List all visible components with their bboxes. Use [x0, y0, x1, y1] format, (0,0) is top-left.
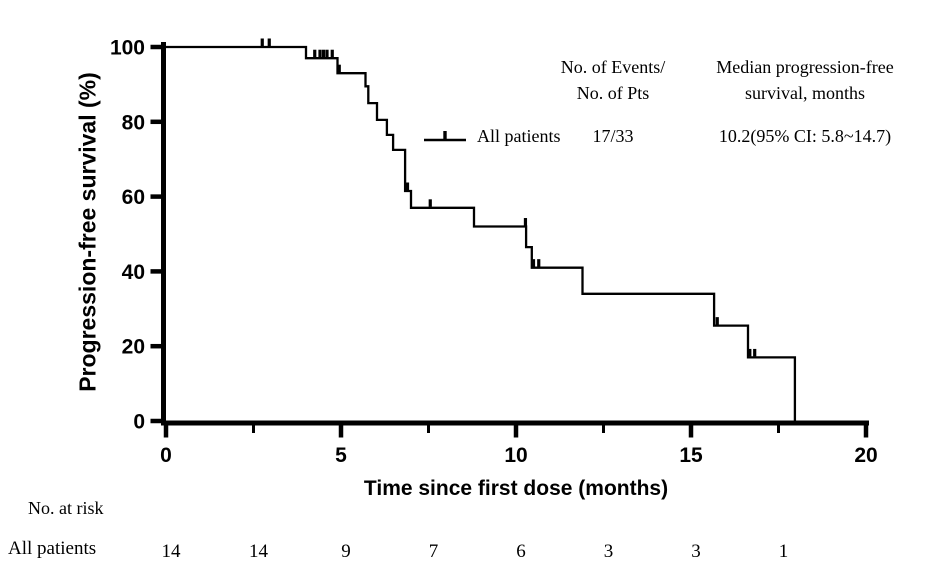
x-axis-title: Time since first dose (months): [363, 477, 669, 500]
risk-count: 14: [162, 541, 182, 562]
risk-table-title: No. at risk: [28, 498, 104, 518]
legend-series-events: 17/33: [592, 126, 634, 146]
risk-count: 3: [691, 541, 701, 562]
legend-header-median-line1: Median progression-free: [716, 57, 894, 77]
y-tick-label: 100: [110, 37, 145, 60]
censor-line-symbol-icon: [424, 131, 466, 142]
x-tick-label: 5: [335, 444, 347, 467]
survival-curve: [164, 45, 797, 421]
legend-header-events-line1: No. of Events/: [560, 57, 666, 77]
x-tick-label: 0: [160, 444, 172, 467]
legend-header-median-line2: survival, months: [745, 83, 865, 103]
legend-header-events: No. of Events/ No. of Pts: [535, 54, 691, 106]
legend-series-median: 10.2(95% CI: 5.8~14.7): [718, 126, 892, 146]
risk-count: 9: [341, 541, 351, 562]
legend-header-median: Median progression-free survival, months: [705, 54, 905, 106]
risk-count: 3: [604, 541, 614, 562]
x-tick-label: 10: [504, 444, 527, 467]
risk-count: 1: [779, 541, 789, 562]
risk-row-label: All patients: [8, 538, 97, 559]
legend-series-label: All patients: [477, 126, 561, 146]
y-axis-title: Progression-free survival (%): [74, 72, 101, 392]
y-tick-label: 60: [122, 186, 145, 209]
y-tick-label: 40: [122, 261, 145, 284]
y-tick-label: 0: [133, 411, 145, 434]
x-tick-label: 20: [854, 444, 877, 467]
legend-header-events-line2: No. of Pts: [576, 83, 650, 103]
risk-count: 6: [516, 541, 526, 562]
y-tick-label: 80: [122, 111, 145, 134]
x-tick-label: 15: [679, 444, 703, 467]
y-tick-label: 20: [122, 336, 145, 359]
risk-count: 7: [429, 541, 439, 562]
risk-count: 14: [249, 541, 269, 562]
